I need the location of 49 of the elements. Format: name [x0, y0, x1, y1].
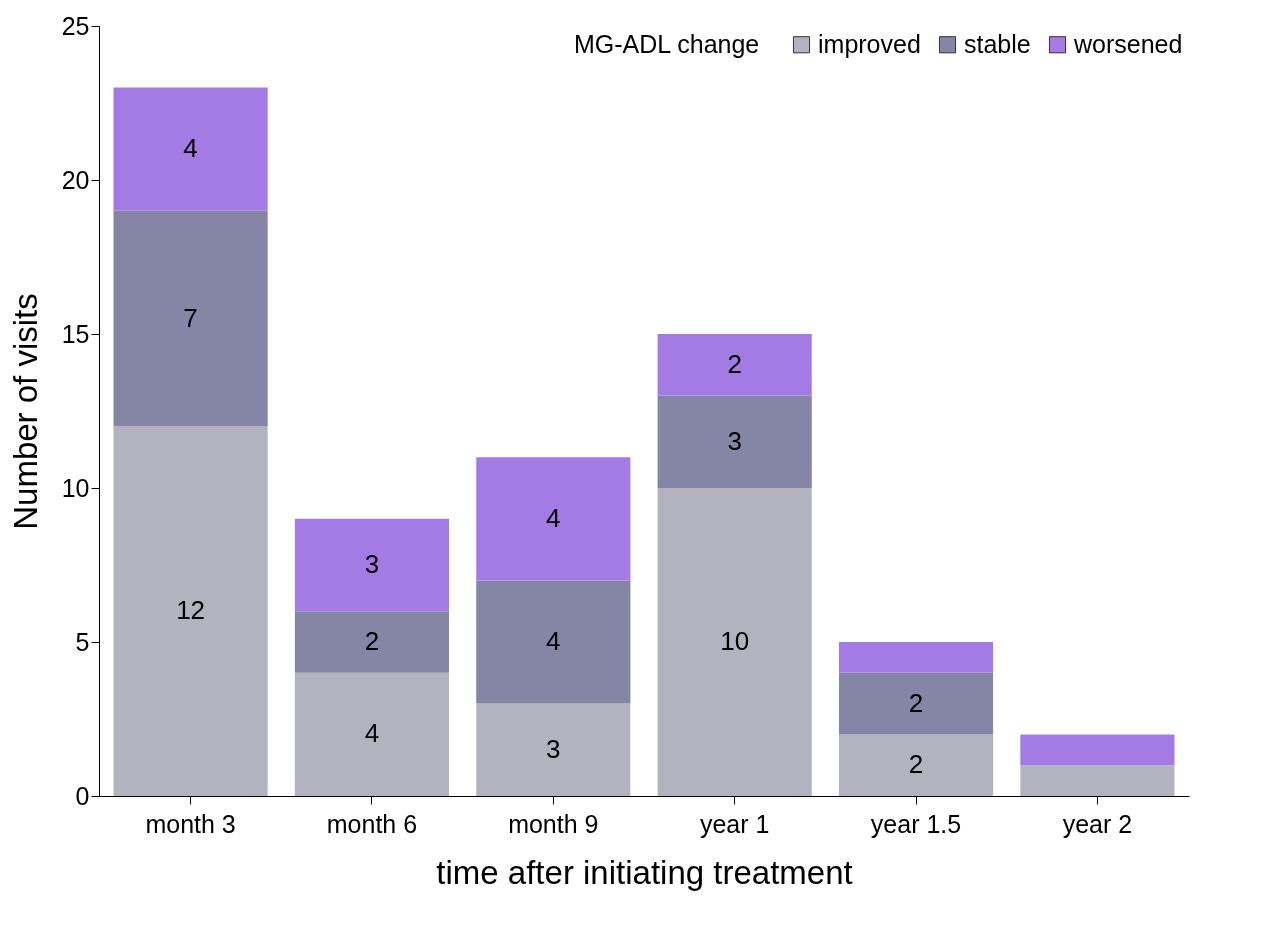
bar	[838, 734, 994, 796]
legend-label: worsened	[1073, 29, 1183, 58]
y-tick-label: 5	[75, 627, 90, 656]
bar	[294, 672, 450, 796]
bar	[113, 426, 268, 796]
bar	[113, 210, 268, 427]
data-label: 3	[727, 425, 742, 456]
data-label: 4	[546, 626, 561, 656]
data-label: 12	[176, 595, 206, 626]
y-tick-label: 0	[75, 781, 90, 810]
y-tick-label: 15	[61, 319, 90, 348]
x-tick-label: month 9	[508, 809, 599, 838]
x-tick-label: month 3	[145, 809, 236, 838]
data-label: 4	[364, 718, 380, 749]
bar	[838, 642, 994, 673]
y-axis-title: Number of visits	[6, 293, 44, 530]
y-tick-label: 25	[61, 11, 90, 40]
y-tick-label: 20	[61, 165, 90, 194]
bar	[476, 703, 631, 796]
x-axis-title: time after initiating treatment	[436, 853, 853, 891]
x-tick-label: year 1	[699, 809, 770, 838]
data-label: 7	[183, 302, 198, 333]
bar	[657, 488, 812, 796]
x-tick-label: month 6	[326, 809, 418, 838]
x-tick-label: year 2	[1062, 809, 1133, 838]
y-tick-label: 10	[61, 473, 90, 502]
data-label: 4	[546, 502, 561, 533]
bar	[657, 395, 812, 488]
data-label: 2	[364, 626, 380, 656]
legend-label: stable	[964, 29, 1031, 58]
data-label: 10	[720, 626, 750, 656]
x-tick-label: year 1.5	[870, 809, 962, 838]
bar	[476, 457, 631, 581]
data-label: 2	[908, 749, 924, 780]
bar	[113, 87, 268, 211]
data-label: 3	[364, 549, 380, 579]
legend-label: improved	[818, 29, 921, 58]
data-label: 2	[727, 348, 742, 379]
bar	[1020, 765, 1175, 796]
bar	[294, 518, 450, 612]
bar	[838, 672, 994, 735]
bar	[294, 611, 450, 673]
bar	[476, 580, 631, 704]
legend-title: MG-ADL change	[574, 30, 760, 58]
data-label: 4	[183, 133, 198, 164]
data-label: 2	[908, 687, 924, 718]
data-label: 3	[546, 733, 561, 764]
bar	[657, 334, 812, 396]
bar	[1020, 734, 1175, 766]
